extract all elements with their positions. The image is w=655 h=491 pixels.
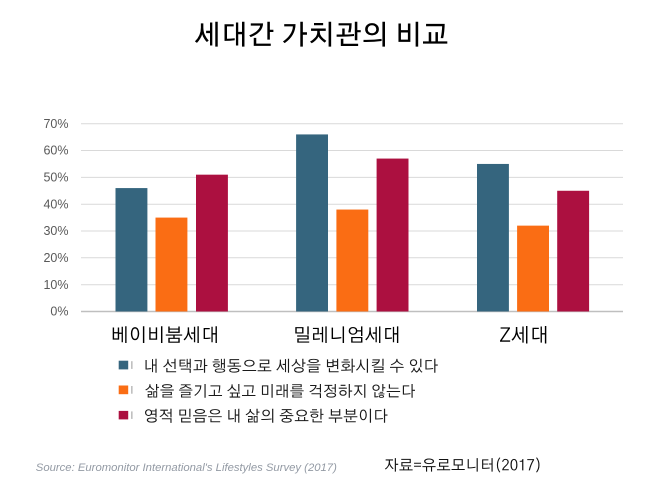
svg-text:30%: 30% [43, 224, 68, 238]
svg-text:50%: 50% [43, 171, 68, 185]
svg-text:0%: 0% [50, 305, 68, 319]
svg-text:20%: 20% [43, 251, 68, 265]
svg-text:60%: 60% [43, 144, 68, 158]
svg-text:40%: 40% [43, 197, 68, 211]
svg-text:Source: Euromonitor Internatio: Source: Euromonitor International's Life… [36, 462, 337, 474]
svg-text:70%: 70% [43, 117, 68, 131]
svg-text:10%: 10% [43, 278, 68, 292]
